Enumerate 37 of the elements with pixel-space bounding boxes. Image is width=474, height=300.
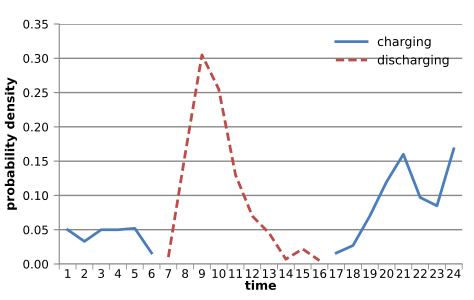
x-tick-label: 19 bbox=[364, 269, 376, 278]
x-tick-label: 6 bbox=[148, 269, 155, 278]
x-tick-label: 23 bbox=[430, 269, 444, 278]
y-axis-title: probability density bbox=[4, 77, 17, 210]
x-tick-label: 11 bbox=[229, 269, 242, 278]
line-series bbox=[166, 53, 321, 262]
x-tick-label: 22 bbox=[414, 269, 427, 278]
x-tick-label: 15 bbox=[296, 269, 310, 278]
x-tick-label: 24 bbox=[447, 269, 461, 278]
x-tick-label: 12 bbox=[246, 269, 259, 278]
x-tick-label: 10 bbox=[212, 269, 226, 278]
x-tick-label: 1 bbox=[65, 269, 70, 278]
x-tick-label: 5 bbox=[132, 269, 138, 278]
y-tick-label: 0.35 bbox=[23, 20, 48, 29]
x-tick-label: 18 bbox=[346, 269, 360, 278]
x-tick-label: 16 bbox=[313, 269, 326, 278]
y-tick-label: 0.10 bbox=[23, 191, 48, 200]
legend-label: discharging bbox=[378, 54, 449, 67]
x-axis-title: time bbox=[244, 280, 276, 290]
legend-label: charging bbox=[378, 36, 431, 49]
x-tick-label: 20 bbox=[380, 269, 394, 278]
x-tick-label: 13 bbox=[262, 269, 276, 278]
x-tick-label: 4 bbox=[114, 269, 122, 278]
x-tick-label: 8 bbox=[182, 269, 188, 278]
y-tick-label: 0.05 bbox=[23, 225, 48, 234]
x-tick-label: 7 bbox=[166, 269, 172, 278]
x-tick-label: 21 bbox=[396, 269, 410, 278]
x-tick-label: 3 bbox=[98, 269, 104, 278]
x-tick-label: 17 bbox=[330, 269, 343, 278]
x-tick-label: 2 bbox=[82, 269, 88, 278]
y-tick-label: 0.20 bbox=[23, 122, 48, 132]
y-tick-label: 0.25 bbox=[23, 88, 48, 98]
x-tick-label: 9 bbox=[198, 269, 205, 278]
x-tick-label: 14 bbox=[280, 269, 293, 278]
y-tick-label: 0.00 bbox=[23, 260, 48, 269]
y-tick-label: 0.15 bbox=[23, 156, 48, 166]
y-tick-label: 0.30 bbox=[23, 54, 48, 63]
